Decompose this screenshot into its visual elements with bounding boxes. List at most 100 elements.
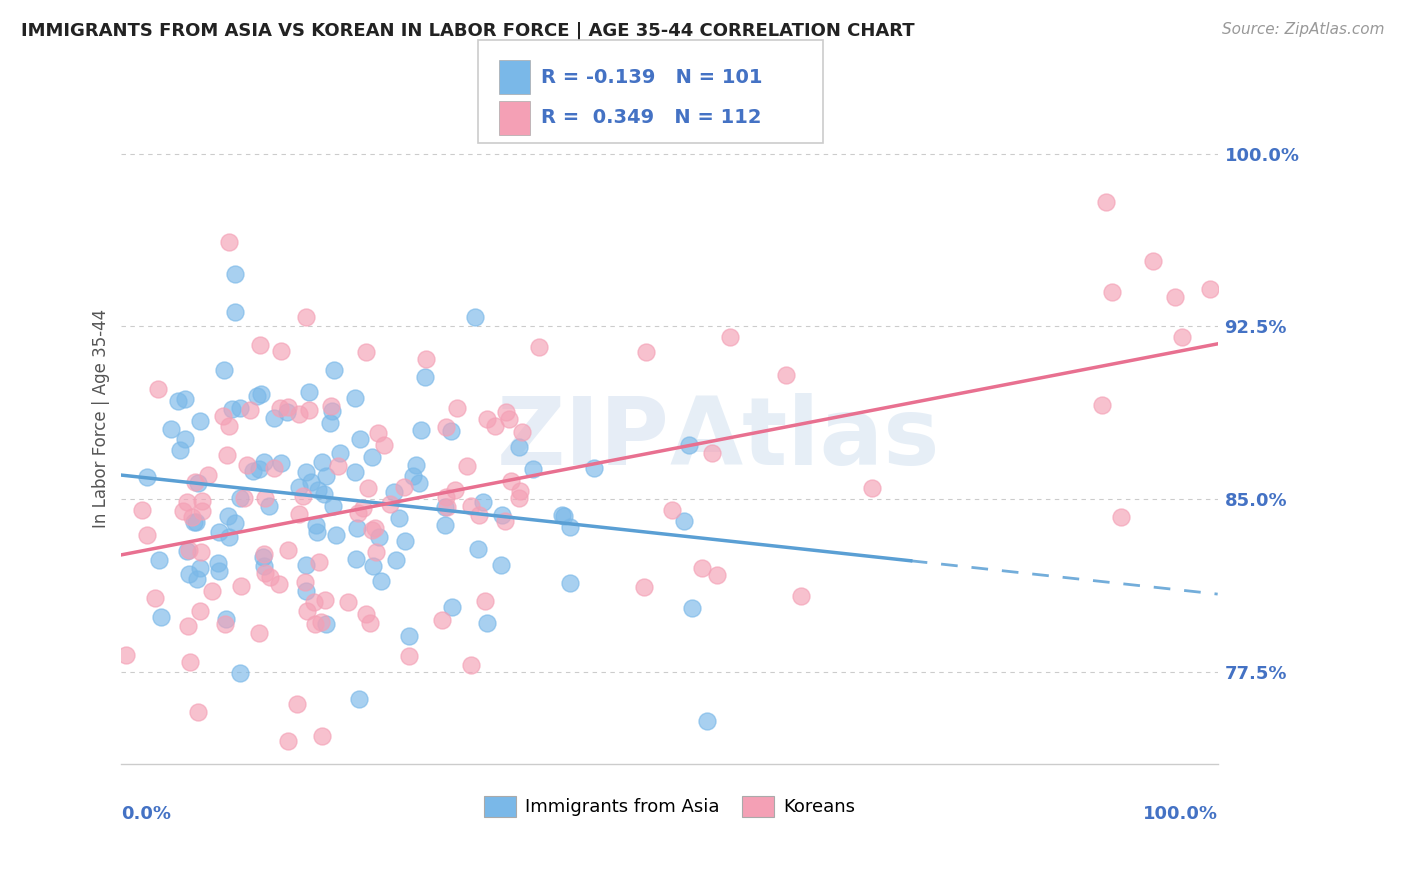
Point <box>360 450 382 464</box>
Text: ZIP: ZIP <box>496 393 669 485</box>
Point <box>368 530 391 544</box>
Point <box>1101 285 1123 300</box>
Point <box>394 534 416 549</box>
Point <box>558 576 581 591</box>
Text: IMMIGRANTS FROM ASIA VS KOREAN IN LABOR FORCE | AGE 35-44 CORRELATION CHART: IMMIGRANTS FROM ASIA VS KOREAN IN LABOR … <box>21 22 915 40</box>
Point <box>440 424 463 438</box>
Point <box>475 412 498 426</box>
Point <box>224 305 246 319</box>
Point <box>229 666 252 681</box>
Point <box>384 484 406 499</box>
Point <box>242 464 264 478</box>
Point <box>364 545 387 559</box>
Point <box>347 691 370 706</box>
Point <box>270 456 292 470</box>
Point <box>285 697 308 711</box>
Point <box>329 446 352 460</box>
Point <box>236 458 259 472</box>
Text: R = -0.139   N = 101: R = -0.139 N = 101 <box>541 68 763 87</box>
Point <box>1091 398 1114 412</box>
Point <box>174 432 197 446</box>
Point <box>247 462 270 476</box>
Point <box>311 454 333 468</box>
Point <box>354 607 377 622</box>
Point <box>373 438 395 452</box>
Point <box>696 714 718 729</box>
Point <box>294 575 316 590</box>
Point <box>364 521 387 535</box>
Point <box>315 469 337 483</box>
Point <box>444 483 467 498</box>
Point <box>347 506 370 520</box>
Point <box>361 523 384 537</box>
Point <box>326 458 349 473</box>
Point <box>510 425 533 439</box>
Point <box>190 604 212 618</box>
Point <box>553 509 575 524</box>
Point <box>191 493 214 508</box>
Point <box>509 484 531 499</box>
Point <box>298 402 321 417</box>
Y-axis label: In Labor Force | Age 35-44: In Labor Force | Age 35-44 <box>93 309 110 528</box>
Point <box>673 515 696 529</box>
Point <box>690 560 713 574</box>
Point <box>464 310 486 324</box>
Point <box>484 418 506 433</box>
Point <box>148 382 170 396</box>
Point <box>143 591 166 605</box>
Point <box>136 469 159 483</box>
Point <box>384 552 406 566</box>
Point <box>388 511 411 525</box>
Legend: Immigrants from Asia, Koreans: Immigrants from Asia, Koreans <box>477 789 862 824</box>
Point <box>181 510 204 524</box>
Point <box>314 487 336 501</box>
Point <box>253 547 276 561</box>
Point <box>179 566 201 581</box>
Point <box>1142 253 1164 268</box>
Point <box>186 516 208 530</box>
Point <box>319 399 342 413</box>
Point <box>325 528 347 542</box>
Text: Atlas: Atlas <box>669 393 941 485</box>
Point <box>322 499 344 513</box>
Point <box>253 455 276 469</box>
Point <box>314 592 336 607</box>
Point <box>177 618 200 632</box>
Point <box>259 570 281 584</box>
Point <box>250 386 273 401</box>
Point <box>354 345 377 359</box>
Point <box>304 617 326 632</box>
Point <box>681 600 703 615</box>
Point <box>308 555 330 569</box>
Point <box>1164 289 1187 303</box>
Point <box>148 553 170 567</box>
Point <box>398 629 420 643</box>
Point <box>398 648 420 663</box>
Point <box>349 432 371 446</box>
Point <box>257 500 280 514</box>
Point <box>253 491 276 505</box>
Point <box>1094 195 1116 210</box>
Point <box>211 409 233 423</box>
Point <box>169 442 191 457</box>
Point <box>467 542 489 557</box>
Point <box>291 490 314 504</box>
Point <box>304 518 326 533</box>
Point <box>288 480 311 494</box>
Point <box>434 490 457 504</box>
Text: Source: ZipAtlas.com: Source: ZipAtlas.com <box>1222 22 1385 37</box>
Point <box>277 734 299 748</box>
Point <box>499 475 522 489</box>
Point <box>245 388 267 402</box>
Point <box>475 616 498 631</box>
Point <box>434 500 457 514</box>
Point <box>277 543 299 558</box>
Point <box>498 412 520 426</box>
Point <box>188 561 211 575</box>
Point <box>456 458 478 473</box>
Point <box>295 604 318 618</box>
Point <box>218 419 240 434</box>
Point <box>474 594 496 608</box>
Point <box>508 491 530 505</box>
Point <box>214 617 236 632</box>
